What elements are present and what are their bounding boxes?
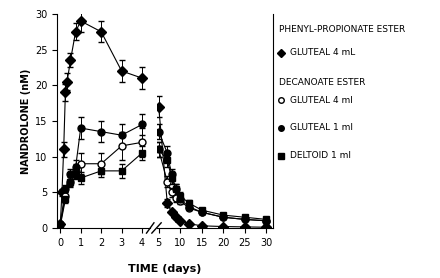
Text: GLUTEAL 1 ml: GLUTEAL 1 ml [290,123,353,132]
Text: GLUTEAL 4 ml: GLUTEAL 4 ml [290,96,353,105]
Text: DECANOATE ESTER: DECANOATE ESTER [279,78,366,87]
Text: GLUTEAL 4 mL: GLUTEAL 4 mL [290,48,356,57]
Y-axis label: NANDROLONE (nM): NANDROLONE (nM) [21,68,31,174]
Text: TIME (days): TIME (days) [128,264,202,274]
Text: DELTOID 1 ml: DELTOID 1 ml [290,151,352,160]
Text: PHENYL-PROPIONATE ESTER: PHENYL-PROPIONATE ESTER [279,25,406,34]
